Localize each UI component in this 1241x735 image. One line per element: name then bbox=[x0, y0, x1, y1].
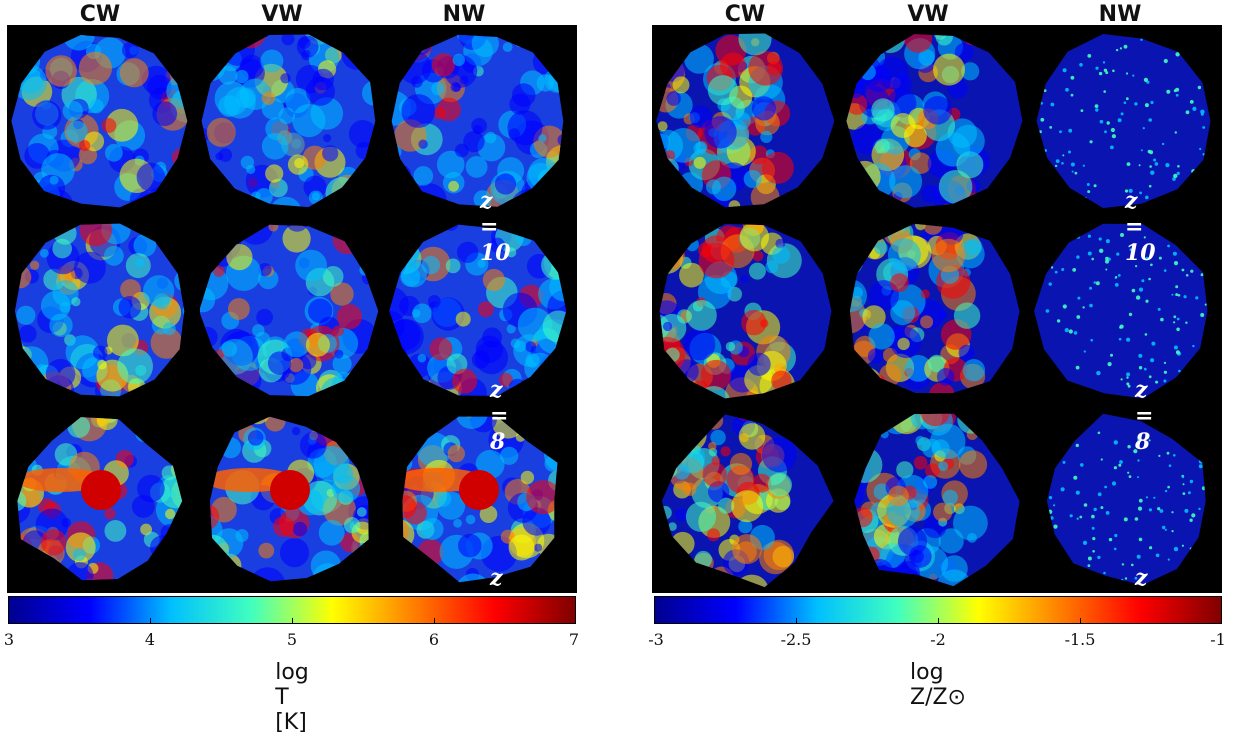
metallicity-map-cw-z6 bbox=[656, 410, 834, 593]
colorbar-tick: 5 bbox=[286, 630, 298, 649]
colorbar-tick: -2 bbox=[930, 630, 946, 649]
colorbar-tick: -1 bbox=[1210, 630, 1226, 649]
temperature-map-cw-z6 bbox=[11, 410, 189, 593]
map-image bbox=[201, 34, 376, 208]
metallicity-map-vw-z8 bbox=[845, 220, 1023, 403]
metallicity-map-cw-z8 bbox=[656, 220, 834, 403]
colorbar-tick: 3 bbox=[3, 630, 15, 649]
column-title-vw: VW bbox=[907, 2, 949, 27]
map-image bbox=[656, 33, 834, 208]
metallicity-map-nw-z6 bbox=[1034, 410, 1212, 593]
map-image bbox=[17, 417, 183, 581]
colorbar-tick: -1.5 bbox=[1064, 630, 1096, 649]
map-image bbox=[11, 35, 188, 208]
temperature-map-cw-z8 bbox=[11, 220, 189, 403]
redshift-label-z8: z = 8 bbox=[490, 377, 509, 455]
redshift-label-z10: z = 10 bbox=[480, 188, 511, 266]
map-image bbox=[659, 223, 832, 399]
map-image bbox=[1034, 223, 1208, 399]
metallicity-map-cw-z10 bbox=[656, 30, 834, 213]
temperature-map-vw-z10 bbox=[200, 30, 378, 213]
map-image bbox=[14, 223, 185, 397]
column-title-cw: CW bbox=[724, 2, 766, 27]
temperature-map-nw-z10 bbox=[389, 30, 567, 213]
temperature-map-vw-z8 bbox=[200, 220, 378, 403]
column-title-vw: VW bbox=[261, 2, 303, 27]
temperature-map-nw-z6 bbox=[389, 410, 567, 593]
map-image bbox=[391, 34, 564, 207]
map-image bbox=[1036, 34, 1211, 209]
temperature-map-nw-z8 bbox=[389, 220, 567, 403]
metallicity-map-nw-z8 bbox=[1034, 220, 1212, 403]
colorbar-tick: 4 bbox=[144, 630, 156, 649]
temperature-colorbar-label: log T [K] bbox=[275, 660, 309, 735]
colorbar-tick: -2.5 bbox=[780, 630, 812, 649]
column-title-cw: CW bbox=[79, 2, 121, 27]
map-image bbox=[402, 416, 558, 583]
map-image bbox=[389, 224, 567, 396]
metallicity-map-vw-z10 bbox=[845, 30, 1023, 213]
metallicity-map-nw-z10 bbox=[1034, 30, 1212, 213]
redshift-label-z10: z = 10 bbox=[1125, 188, 1156, 266]
metallicity-colorbar-label: log Z/Z⊙ bbox=[910, 660, 966, 710]
colorbar-tick: 7 bbox=[568, 630, 580, 649]
temperature-map-cw-z10 bbox=[11, 30, 189, 213]
map-image bbox=[209, 416, 369, 582]
metallicity-map-vw-z6 bbox=[845, 410, 1023, 593]
map-image bbox=[854, 413, 1020, 587]
colorbar-tick: 6 bbox=[428, 630, 440, 649]
map-image bbox=[846, 34, 1023, 208]
map-image bbox=[1046, 413, 1206, 586]
colorbar-tick: -3 bbox=[648, 630, 664, 649]
map-image bbox=[849, 223, 1020, 393]
temperature-map-vw-z6 bbox=[200, 410, 378, 593]
column-title-nw: NW bbox=[442, 2, 486, 27]
map-image bbox=[200, 224, 378, 397]
column-title-nw: NW bbox=[1098, 2, 1142, 27]
redshift-label-z8: z = 8 bbox=[1135, 377, 1154, 455]
map-image bbox=[661, 414, 834, 588]
